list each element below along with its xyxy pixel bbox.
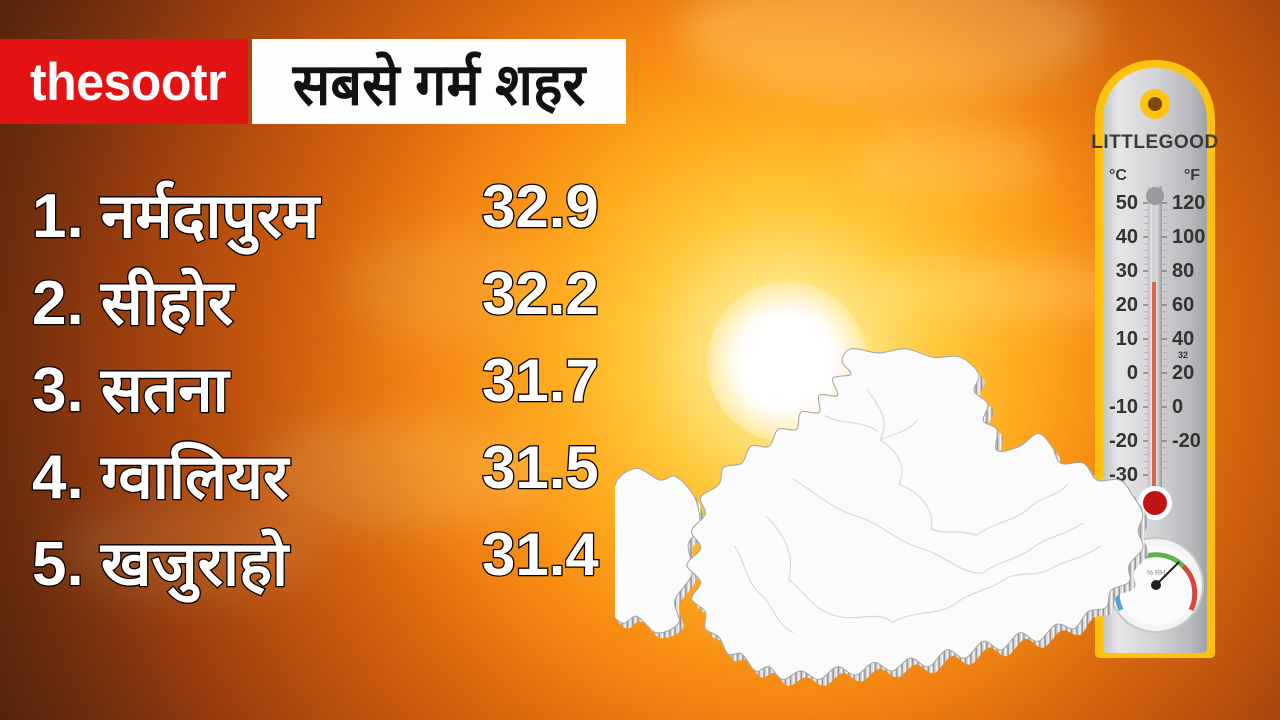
svg-text:120: 120: [1172, 192, 1205, 214]
svg-text:°C: °C: [1109, 167, 1127, 184]
svg-text:50: 50: [1116, 192, 1138, 214]
svg-text:20: 20: [1172, 362, 1194, 384]
svg-text:-20: -20: [1172, 430, 1201, 452]
svg-text:LITTLEGOOD: LITTLEGOOD: [1091, 132, 1218, 153]
svg-text:40: 40: [1116, 226, 1138, 248]
svg-text:30: 30: [1116, 260, 1138, 282]
svg-text:80: 80: [1172, 260, 1194, 282]
svg-text:32: 32: [1178, 350, 1188, 360]
svg-text:60: 60: [1172, 294, 1194, 316]
svg-text:20: 20: [1116, 294, 1138, 316]
svg-text:°F: °F: [1184, 167, 1200, 184]
svg-text:0: 0: [1172, 396, 1183, 418]
svg-text:100: 100: [1172, 226, 1205, 248]
svg-text:40: 40: [1172, 328, 1194, 350]
